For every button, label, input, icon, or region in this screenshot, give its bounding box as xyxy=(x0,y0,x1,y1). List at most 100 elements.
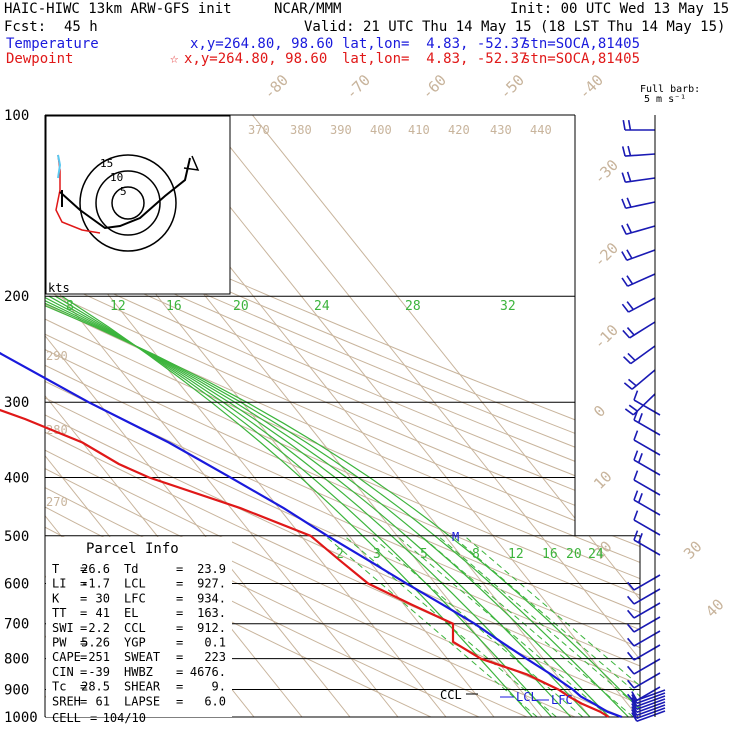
pressure-tick-label: 500 xyxy=(4,529,29,545)
dry-adiabat-line xyxy=(45,115,640,717)
parcel-value: 61 xyxy=(96,694,110,708)
parcel-label: Tc xyxy=(52,680,66,694)
wind-barb xyxy=(627,644,661,661)
wind-barb xyxy=(633,510,661,536)
parcel-label: LFC xyxy=(124,591,146,605)
parcel-equals: = xyxy=(80,591,87,605)
theta-e-label: 8 xyxy=(66,299,74,314)
parcel-value: 9. xyxy=(212,680,226,694)
wind-barb xyxy=(627,602,661,619)
wind-barb xyxy=(621,171,656,183)
mixing-ratio-line xyxy=(463,535,640,717)
barb-staff xyxy=(633,630,661,647)
temperature-axis-label: 10 xyxy=(590,467,616,493)
barb-staff xyxy=(633,439,661,456)
parcel-label: CAPE xyxy=(52,650,81,664)
barb-flag xyxy=(628,404,638,412)
temperature-axis-label: 0 xyxy=(590,402,609,421)
barb-staff xyxy=(628,297,656,313)
barb-flag xyxy=(631,691,638,701)
theta-e-label: 32 xyxy=(500,299,516,314)
theta-label: 440 xyxy=(530,123,552,137)
wind-barb xyxy=(621,223,656,236)
mixing-ratio-line xyxy=(451,535,640,717)
parcel-label: SHEAR xyxy=(124,680,161,694)
pressure-tick-label: 600 xyxy=(4,576,29,592)
parcel-value: 30 xyxy=(96,591,110,605)
barb-staff xyxy=(636,707,666,720)
wind-barb xyxy=(633,490,661,516)
dry-adiabat-line xyxy=(45,115,640,717)
barb-flag xyxy=(631,694,638,704)
parcel-value: 163. xyxy=(197,606,226,620)
dry-adiabat-line xyxy=(45,115,640,717)
barb-staff xyxy=(633,574,661,591)
parcel-value: 23.9 xyxy=(197,562,226,576)
barb-flag xyxy=(622,120,626,131)
hodograph-units: kts xyxy=(48,281,70,295)
wind-barb xyxy=(627,672,661,689)
temperature-axis-label: 30 xyxy=(680,537,706,563)
mixing-ratio-label: 3 xyxy=(373,547,381,562)
barb-flag xyxy=(637,453,643,463)
isotherm-line xyxy=(252,115,640,717)
theta-label: 410 xyxy=(408,123,430,137)
wind-barb xyxy=(621,297,656,313)
wind-barb xyxy=(633,470,661,496)
barb-flag xyxy=(633,430,639,441)
barb-flag xyxy=(628,378,637,387)
barb-flag xyxy=(633,490,639,501)
wind-barb xyxy=(633,390,661,416)
barb-flag xyxy=(626,171,632,182)
barb-staff xyxy=(633,644,661,661)
dry-adiabat-line xyxy=(45,115,640,717)
barb-flag xyxy=(621,277,629,287)
parcel-label: SWI xyxy=(52,621,74,635)
dry-adiabat-line xyxy=(45,115,640,717)
theta-e-label: 28 xyxy=(405,299,421,314)
barb-staff xyxy=(631,369,656,390)
parcel-label: EL xyxy=(124,606,138,620)
parcel-equals: = xyxy=(176,591,183,605)
temperature-axis-label: -50 xyxy=(496,71,528,103)
theta-label: 420 xyxy=(448,123,470,137)
parcel-equals: = xyxy=(80,636,87,650)
barb-flag xyxy=(627,352,636,362)
barb-staff xyxy=(633,419,661,436)
barb-flag xyxy=(627,623,635,633)
barb-flag xyxy=(631,706,638,716)
barb-flag xyxy=(621,303,630,313)
barb-flag xyxy=(627,581,635,591)
wind-barb xyxy=(631,692,666,705)
mixing-ratio-label: 20 xyxy=(566,547,582,562)
barb-flag xyxy=(626,301,634,311)
mixing-ratio-line xyxy=(420,535,634,717)
barb-flag xyxy=(633,450,639,461)
wind-barb xyxy=(633,450,661,476)
hodograph-trace xyxy=(59,157,191,230)
wind-barb xyxy=(631,698,666,711)
temperature-xy: x,y=264.80, 98.60 xyxy=(190,36,334,52)
barb-flag xyxy=(627,679,635,689)
parcel-equals: = xyxy=(80,577,87,591)
parcel-value: 6.0 xyxy=(204,694,226,708)
barb-flag xyxy=(633,410,639,421)
parcel-label: LCL xyxy=(124,577,146,591)
barb-flag xyxy=(621,224,627,235)
barb-flag xyxy=(631,703,638,713)
parcel-equals: = xyxy=(80,621,87,635)
wind-barb xyxy=(622,120,655,131)
parcel-label: K xyxy=(52,591,60,605)
parcel-value: 934. xyxy=(197,591,226,605)
wind-barb xyxy=(622,321,656,339)
barb-flag xyxy=(627,595,635,605)
mixing-ratio-label: 16 xyxy=(542,547,558,562)
parcel-value: 28.5 xyxy=(81,680,110,694)
barb-staff xyxy=(633,616,661,633)
parcel-equals: = xyxy=(176,650,183,664)
parcel-equals: = xyxy=(176,577,183,591)
barb-staff xyxy=(633,499,661,516)
hodograph-ring-label: 15 xyxy=(100,157,113,170)
pressure-tick-label: 1000 xyxy=(4,710,38,726)
